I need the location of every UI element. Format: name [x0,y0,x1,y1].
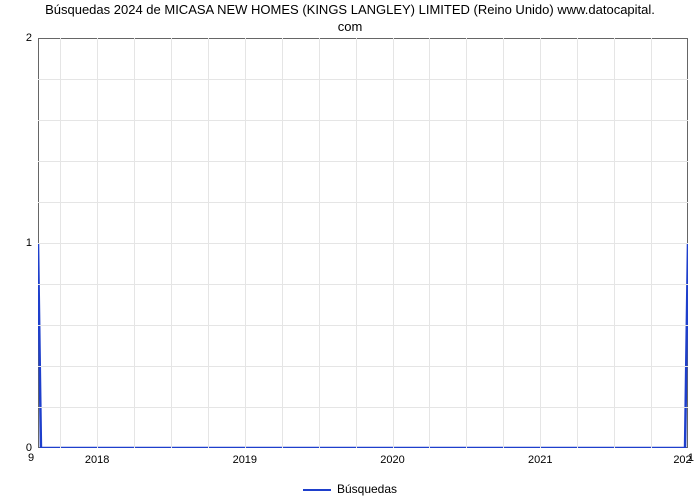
gridline-h [38,407,688,408]
xtick-label: 2021 [528,454,552,466]
xtick-label: 2018 [85,454,109,466]
xtick-label-clipped: 202 [673,454,691,466]
xtick-label: 2019 [233,454,257,466]
legend-label: Búsquedas [337,482,397,496]
xtick-label: 2020 [380,454,404,466]
chart-title-line2: com [338,19,363,34]
gridline-h [38,325,688,326]
gridline-h [38,120,688,121]
chart-title: Búsquedas 2024 de MICASA NEW HOMES (KING… [0,0,700,36]
gridline-h [38,366,688,367]
ytick-label: 2 [26,32,32,44]
chart-container: Búsquedas 2024 de MICASA NEW HOMES (KING… [0,0,700,500]
series-polyline [38,243,688,448]
ytick-label: 1 [26,237,32,249]
gridline-h [38,202,688,203]
gridline-h [38,79,688,80]
chart-title-line1: Búsquedas 2024 de MICASA NEW HOMES (KING… [45,2,655,17]
ytick-label: 0 [26,442,32,454]
legend: Búsquedas [0,482,700,496]
gridline-h [38,161,688,162]
legend-swatch [303,489,331,491]
gridline-h [38,284,688,285]
gridline-h [38,243,688,244]
plot-area: 9 1 0122018201920202021202 [38,38,688,448]
